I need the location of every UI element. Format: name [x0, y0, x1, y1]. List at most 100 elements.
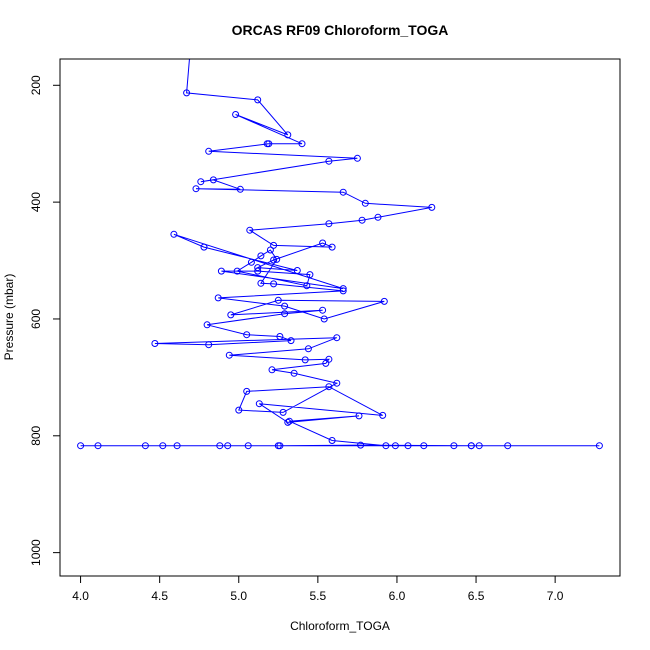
data-point [266, 246, 274, 254]
y-tick-label: 1000 [29, 539, 43, 566]
data-point [382, 442, 390, 450]
data-point [319, 239, 327, 247]
data-point [214, 294, 222, 302]
data-point [303, 282, 311, 290]
data-point [244, 442, 252, 450]
y-tick-label: 600 [29, 309, 43, 329]
y-axis: 200 400 600 800 1000 [29, 75, 61, 566]
data-point [270, 280, 278, 288]
data-point [217, 267, 225, 275]
data-point [301, 356, 309, 364]
data-point [192, 185, 200, 193]
data-point [235, 406, 243, 414]
y-tick-label: 400 [29, 192, 43, 212]
data-point [254, 96, 262, 104]
x-axis-label: Chloroform_TOGA [290, 619, 390, 633]
data-point [200, 243, 208, 251]
y-axis-label: Pressure (mbar) [2, 274, 16, 361]
data-point [270, 241, 278, 249]
x-tick-label: 5.5 [310, 589, 327, 603]
data-point [257, 252, 265, 260]
data-point [325, 220, 333, 228]
data-point [322, 359, 330, 367]
data-point [255, 400, 263, 408]
data-point [233, 267, 241, 275]
x-tick-label: 6.0 [389, 589, 406, 603]
data-point [361, 199, 369, 207]
data-point [281, 310, 289, 318]
data-point [328, 437, 336, 444]
data-point [224, 442, 232, 450]
data-point [141, 442, 149, 450]
data-point [328, 243, 336, 251]
data-point [268, 366, 276, 374]
data-point [254, 267, 262, 275]
data-point [306, 271, 314, 279]
data-point [285, 417, 293, 425]
data-point [243, 387, 251, 395]
x-tick-label: 4.5 [151, 589, 168, 603]
data-point [270, 256, 278, 264]
data-point [467, 442, 475, 450]
data-point [391, 442, 399, 450]
data-point [232, 111, 240, 118]
data-point [225, 351, 233, 359]
data-point [475, 442, 483, 450]
data-point [209, 176, 217, 184]
series-line [80, 59, 600, 447]
data-point [339, 285, 347, 293]
data-point [290, 369, 298, 377]
data-point [257, 279, 265, 287]
plot-area [59, 58, 621, 577]
data-point [287, 337, 295, 345]
data-point [265, 140, 273, 148]
series-layer [77, 59, 603, 450]
data-point [227, 311, 235, 319]
data-point [183, 89, 191, 97]
data-point [504, 442, 512, 450]
data-point [320, 315, 328, 323]
data-point [170, 230, 178, 238]
data-point [304, 345, 312, 353]
data-point [254, 264, 262, 272]
x-tick-label: 6.5 [468, 589, 485, 603]
data-point [379, 411, 387, 419]
data-point [325, 157, 333, 165]
data-point [151, 340, 159, 347]
data-point [243, 331, 251, 339]
data-point [339, 188, 347, 196]
x-tick-label: 7.0 [547, 589, 564, 603]
data-point [374, 213, 382, 221]
y-tick-label: 800 [29, 425, 43, 445]
data-point [281, 302, 289, 310]
data-point [450, 442, 458, 450]
data-point [355, 412, 363, 420]
data-point [216, 442, 224, 450]
data-point [205, 341, 213, 349]
plot-frame [59, 58, 621, 577]
data-point [284, 418, 292, 426]
data-point [333, 379, 341, 387]
data-point [187, 59, 192, 60]
data-point [293, 267, 301, 274]
data-point [273, 255, 281, 263]
data-point [333, 334, 341, 342]
data-point [197, 178, 205, 186]
data-point [279, 408, 287, 416]
x-tick-label: 4.0 [72, 589, 89, 603]
data-point [276, 333, 284, 340]
x-axis: 4.0 4.5 5.0 5.5 6.0 6.5 7.0 [72, 575, 564, 603]
data-point [380, 297, 388, 305]
data-point [595, 442, 603, 450]
data-point [404, 442, 412, 450]
data-point [274, 296, 282, 304]
data-point [77, 442, 85, 450]
data-point [276, 442, 284, 450]
data-point [246, 226, 254, 234]
data-point [203, 321, 211, 329]
data-point [358, 216, 366, 224]
data-point [325, 383, 333, 391]
data-point [420, 442, 428, 450]
data-point [159, 442, 167, 450]
